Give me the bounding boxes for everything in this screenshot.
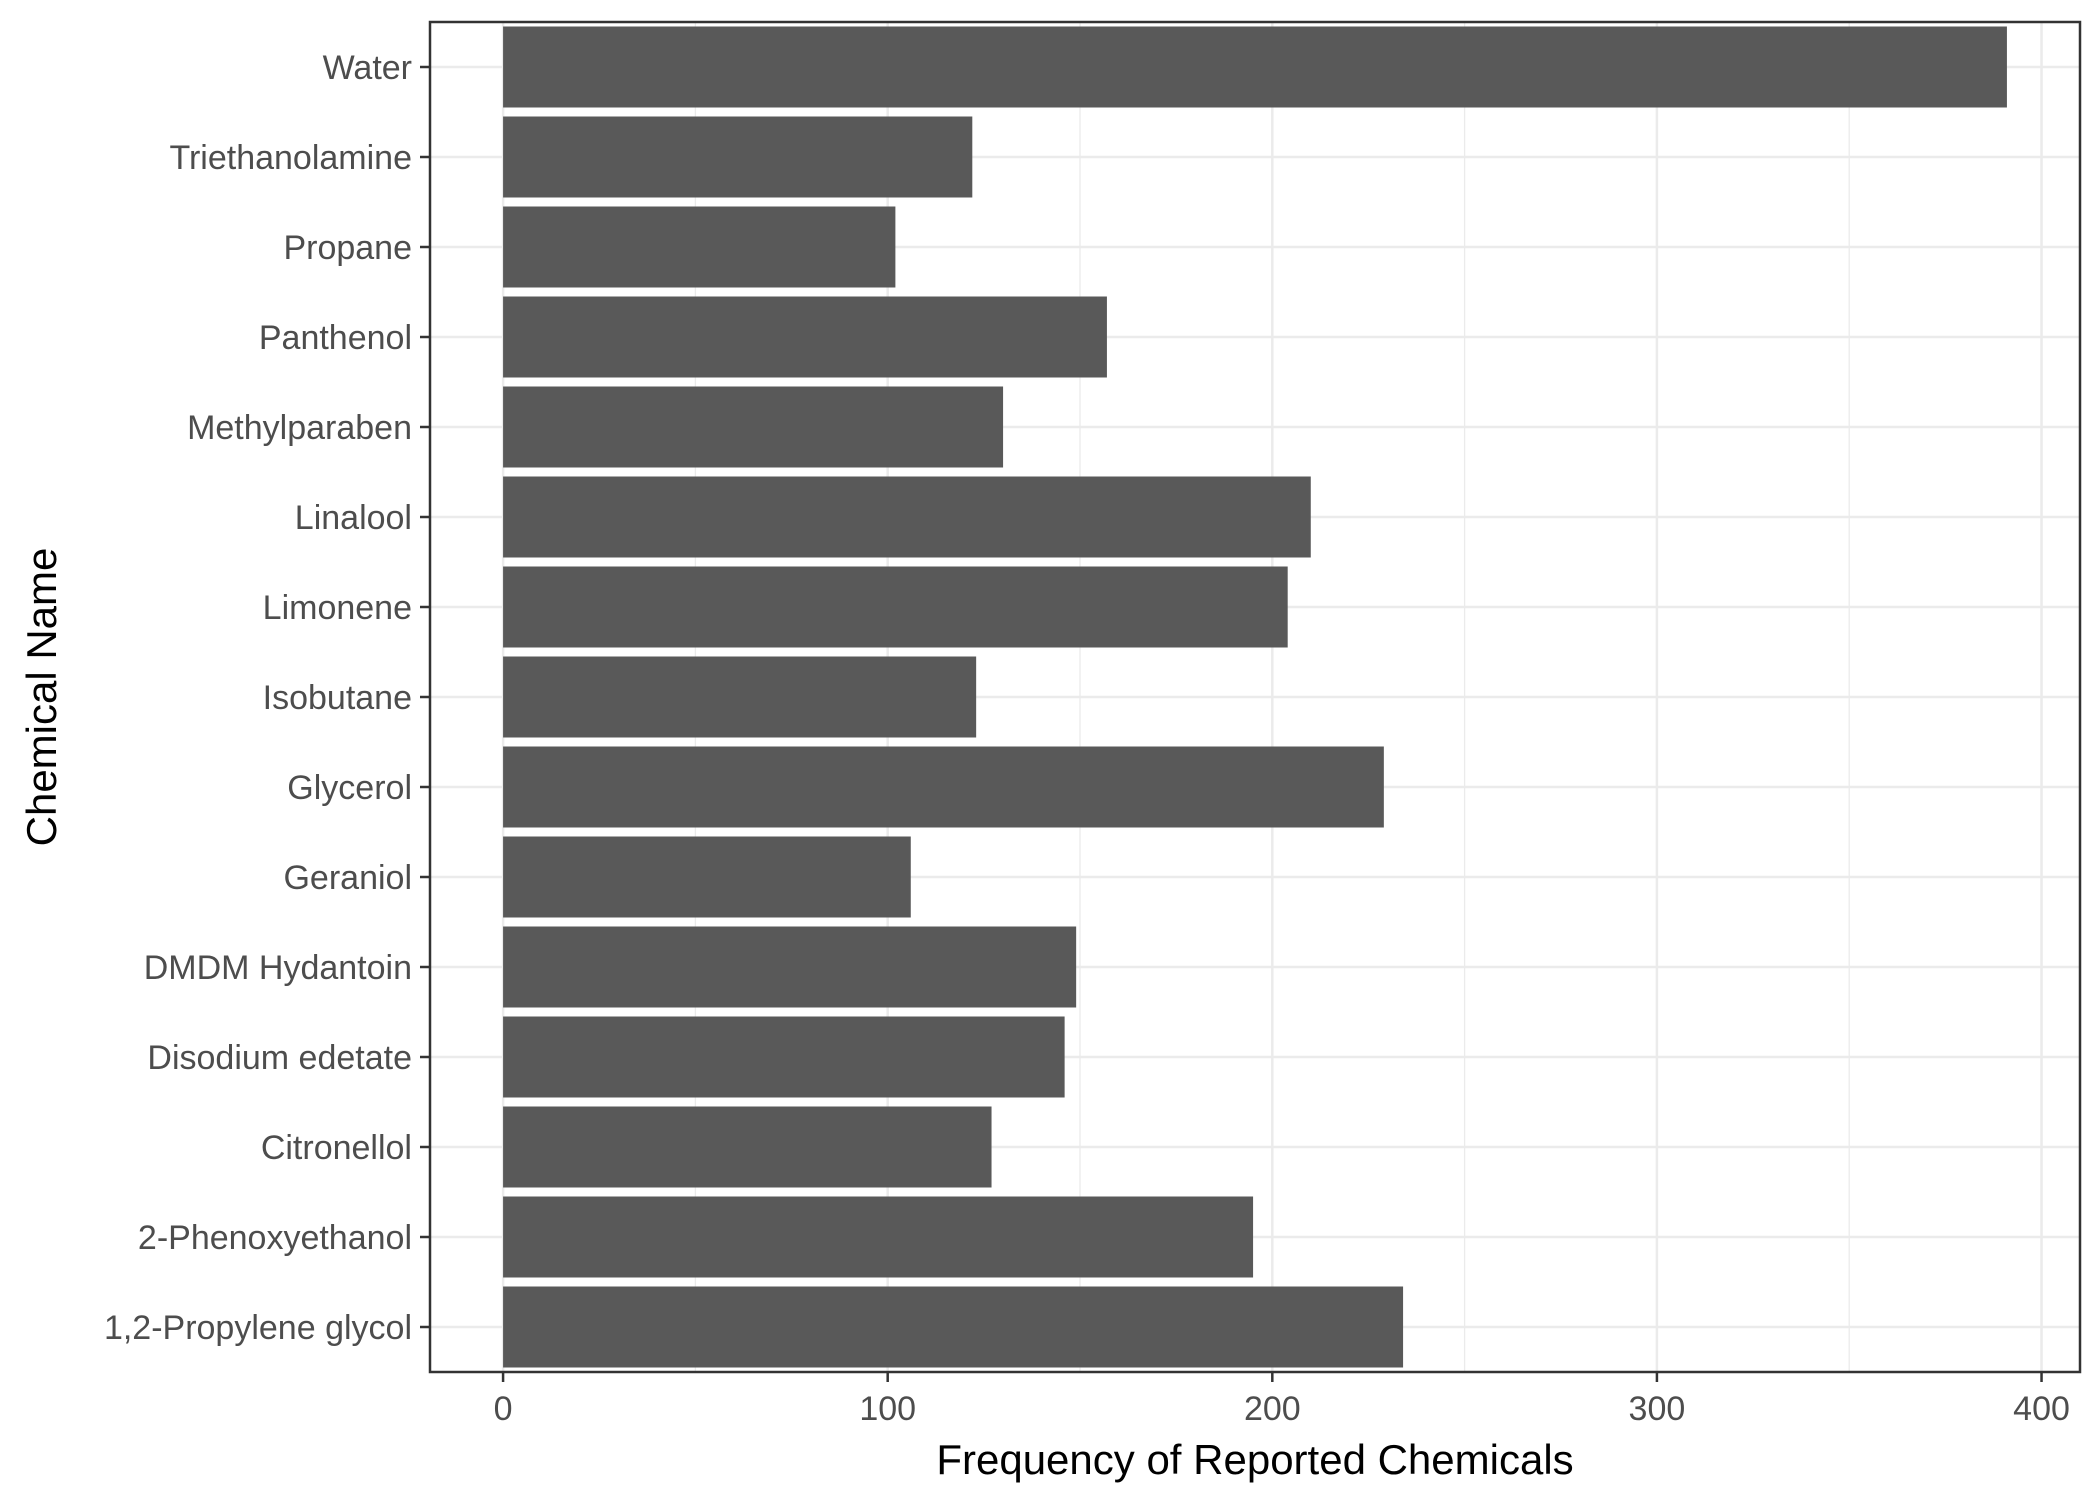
y-tick-label: Glycerol [287,769,412,807]
bar-disodium-edetate [503,1016,1065,1098]
bar-geraniol [503,836,911,918]
y-tick-label: 2-Phenoxyethanol [138,1219,412,1257]
y-axis-ticks: Water Triethanolamine Propane Panthenol Meth… [104,49,430,1347]
bar-propane [503,206,896,288]
y-tick-label: Disodium edetate [147,1039,412,1077]
y-tick-label: Triethanolamine [169,139,412,177]
x-tick-label: 100 [859,1390,916,1428]
y-tick-label: Water [323,49,412,87]
bar-dmdm-hydantoin [503,926,1077,1008]
bar-triethanolamine [503,116,973,198]
y-tick-label: Panthenol [259,319,412,357]
x-tick-label: 300 [1629,1390,1686,1428]
x-tick-label: 0 [494,1390,513,1428]
bar-1-2-propylene-glycol [503,1286,1404,1368]
x-axis-ticks: 0 100 200 300 400 [494,1372,2070,1428]
y-axis-title: Chemical Name [18,548,65,847]
bar-methylparaben [503,386,1004,468]
y-tick-label: Isobutane [263,679,412,717]
x-tick-label: 400 [2013,1390,2070,1428]
x-tick-label: 200 [1244,1390,1301,1428]
bar-limonene [503,566,1288,648]
y-tick-label: DMDM Hydantoin [144,949,412,987]
bar-water [503,26,2007,108]
bar-2-phenoxyethanol [503,1196,1254,1278]
x-axis-title: Frequency of Reported Chemicals [936,1436,1573,1483]
bar-citronellol [503,1106,992,1188]
y-tick-label: Geraniol [283,859,412,897]
bar-linalool [503,476,1311,558]
y-tick-label: 1,2-Propylene glycol [104,1309,412,1347]
bars [503,26,2007,1368]
bar-isobutane [503,656,977,738]
bar-panthenol [503,296,1107,378]
y-tick-label: Linalool [295,499,412,537]
y-tick-label: Propane [283,229,412,267]
bar-glycerol [503,746,1384,828]
y-tick-label: Citronellol [261,1129,412,1167]
y-tick-label: Methylparaben [187,409,412,447]
y-tick-label: Limonene [263,589,412,627]
